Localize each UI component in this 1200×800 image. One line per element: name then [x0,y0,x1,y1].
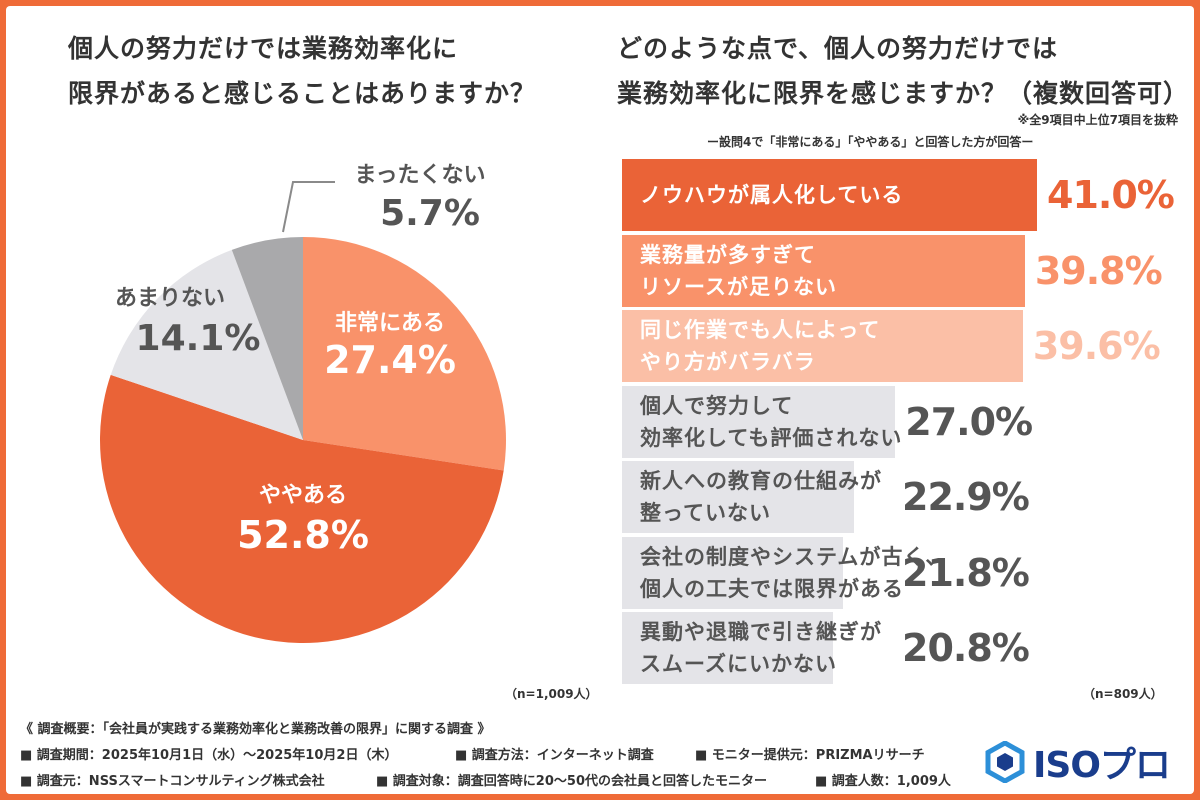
bar-row: 業務量が多すぎて リソースが足りない 39.8% [622,234,1192,307]
bar-value-label: 22.9% [902,475,1030,519]
bar-row: 会社の制度やシステムが古く、 個人の工夫では限界がある 21.8% [622,536,1192,609]
pie-slice [231,237,303,440]
bar [622,461,854,533]
pie-slice-label: 非常にある [335,310,445,336]
bar-category-label: 業務量が多すぎて リソースが足りない [640,242,837,299]
bar-value-label: 21.8% [902,550,1030,595]
left-title: 個人の努力だけでは業務効率化に限界があると感じることはありますか？ [68,26,588,116]
pie-slice [303,237,506,471]
right-title-line: どのような点で、個人の努力だけでは [617,34,1059,63]
pie-slice [110,249,303,440]
logo-text: ISOプロ [1033,745,1171,786]
bar-category-label: 異動や退職で引き継ぎが スムーズにいかない [640,620,882,676]
survey-overview: 《 調査概要：「会社員が実践する業務効率化と業務改善の限界」に関する調査 》 [20,722,491,737]
bar-category-label: 新人への教育の仕組みが 整っていない [640,469,882,525]
bar-row: 異動や退職で引き継ぎが スムーズにいかない 20.8% [622,612,1192,684]
bar-value-label: 39.6% [1032,324,1161,368]
bar-value-label: 20.8% [902,626,1030,670]
right-title-line: 業務効率化に限界を感じますか？（複数回答可） [617,79,1190,108]
pie-slice-label: まったくない [354,163,485,188]
monitor-provider: ■ モニター提供元：PRIZMAリサーチ [695,748,925,763]
pie-slice [99,374,504,644]
left-title-line: 個人の努力だけでは業務効率化に [68,34,459,63]
bar-category-label: 会社の制度やシステムが古く、 個人の工夫では限界がある [640,544,948,601]
pie-slice-value: 14.1% [136,318,261,359]
bar [622,612,833,684]
right-note-top: ※全9項目中上位7項目を抜粋 [1017,113,1178,127]
hexagon-logo-icon [985,741,1025,783]
bar-row: 個人で努力して 効率化しても評価されない 27.0% [622,385,1192,458]
pie-slice-label: ややある [259,483,347,508]
survey-count: ■ 調査人数：1,009人 [815,774,951,789]
bar-category-label: 同じ作業でも人によって やり方がバラバラ [640,318,881,374]
bar [622,385,896,458]
pie-slice-value: 5.7% [380,193,480,234]
bar [622,159,1037,231]
survey-source: ■ 調査元：NSSスマートコンサルティング株式会社 [20,774,325,789]
pie-slice-value: 52.8% [237,513,369,557]
bar-value-label: 41.0% [1047,173,1175,217]
pie-slice-label: あまりない [115,286,225,311]
bar-category-label: 個人で努力して 効率化しても評価されない [640,393,903,450]
bar [622,310,1023,382]
survey-method: ■ 調査方法：インターネット調査 [455,748,654,763]
right-note-sub: ー設問4で「非常にある」「ややある」と回答した方が回答ー [707,135,1034,149]
bar [622,536,843,609]
bar-value-label: 39.8% [1034,248,1163,293]
pie-slice-value: 27.4% [324,338,456,382]
bar-row: 同じ作業でも人によって やり方がバラバラ 39.6% [622,310,1192,382]
leader-line [282,181,335,233]
right-title: どのような点で、個人の努力だけでは業務効率化に限界を感じますか？（複数回答可） [617,26,1190,116]
survey-target: ■ 調査対象：調査回答時に20〜50代の会社員と回答したモニター [376,774,767,789]
bar-category-label: ノウハウが属人化している [640,183,904,207]
survey-period: ■ 調査期間：2025年10月1日（水）〜2025年10月2日（木） [20,748,398,763]
bar [622,234,1025,307]
left-title-line: 限界があると感じることはありますか？ [68,79,537,108]
right-sample-size: （n=809人） [1083,687,1163,701]
left-sample-size: （n=1,009人） [505,687,598,701]
logo: ISOプロ [985,740,1171,786]
bar-value-label: 27.0% [905,399,1033,444]
bar-row: 新人への教育の仕組みが 整っていない 22.9% [622,461,1192,533]
bar-row: ノウハウが属人化している 41.0% [622,159,1192,231]
